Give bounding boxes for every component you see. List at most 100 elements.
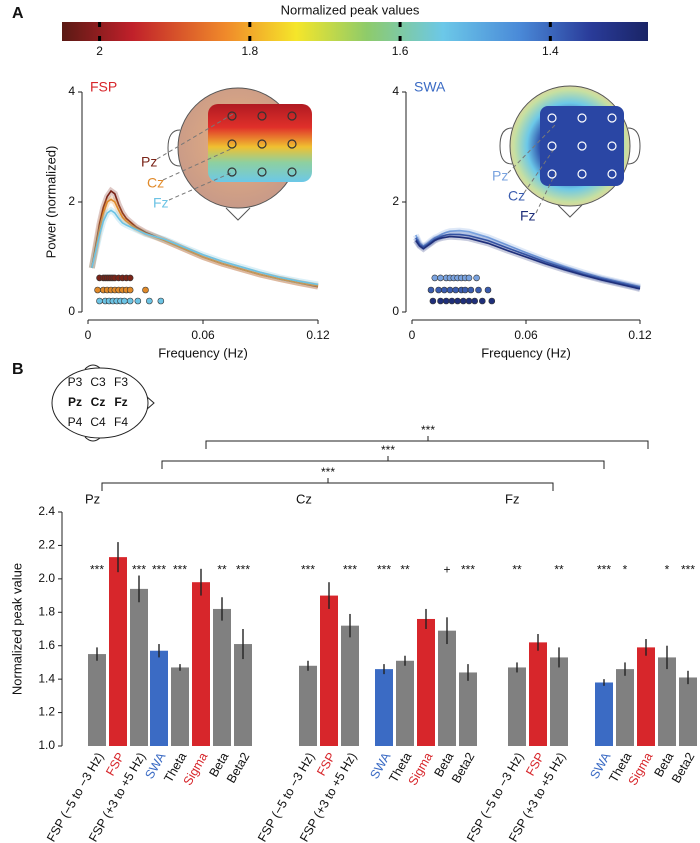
electrode	[607, 141, 617, 151]
x-axis-label: Frequency (Hz)	[158, 345, 248, 360]
peak-dot	[475, 286, 482, 294]
colorbar-tick-label: 1.4	[542, 44, 559, 58]
colorbar-tick-label: 2	[96, 44, 103, 58]
electrode	[287, 139, 297, 149]
bar	[550, 657, 568, 746]
peak-dot	[437, 297, 444, 305]
bar	[637, 647, 655, 746]
bar	[213, 608, 231, 746]
electrode	[577, 113, 587, 123]
peak-dot	[94, 286, 101, 294]
significance: **	[512, 563, 522, 577]
series-line	[415, 233, 641, 289]
electrode-label: F4	[114, 415, 128, 429]
series-band	[88, 186, 319, 290]
bar	[459, 672, 477, 746]
bar	[341, 625, 359, 746]
electrode	[607, 113, 617, 123]
bar	[171, 667, 189, 746]
x-tick-label: 0	[409, 328, 416, 342]
bracket-label: ***	[381, 443, 395, 457]
bar	[529, 642, 547, 746]
leader-line	[507, 123, 557, 174]
peak-dot	[142, 286, 149, 294]
x-tick-label: 0.12	[628, 328, 652, 342]
bar	[595, 682, 613, 746]
leader-line	[535, 171, 557, 214]
panel-letter: B	[12, 361, 24, 378]
leader-line	[162, 147, 234, 181]
peak-dot	[448, 297, 456, 305]
electrode	[257, 139, 267, 149]
peak-dot	[484, 286, 492, 294]
y-tick-label: 0	[392, 304, 399, 318]
group-label: Pz	[85, 491, 100, 506]
peak-dot	[454, 297, 461, 305]
bar	[417, 618, 435, 746]
electrode-label: Pz	[68, 395, 82, 409]
peak-dot	[126, 274, 134, 282]
electrode-head	[51, 364, 155, 442]
bracket	[101, 478, 554, 491]
topomap-swa	[499, 85, 641, 218]
electrode	[287, 167, 297, 177]
peak-dot	[440, 286, 448, 294]
bracket-label: ***	[321, 465, 335, 479]
bar	[658, 657, 676, 746]
bar	[150, 650, 168, 746]
series-label: Pz	[141, 154, 157, 170]
series-label: Cz	[147, 175, 164, 191]
bar	[109, 557, 127, 746]
bar	[320, 595, 338, 746]
bar	[88, 654, 106, 746]
bracket	[205, 436, 649, 449]
series-line	[91, 209, 319, 286]
y-tick-label: 2	[392, 194, 399, 208]
significance: +	[443, 563, 450, 577]
x-tick-label: 0.06	[191, 328, 215, 342]
series-label: Cz	[508, 188, 525, 204]
bar	[396, 660, 414, 746]
y-tick-label: 1.2	[38, 705, 55, 719]
series-band	[88, 195, 319, 290]
peak-dot	[461, 286, 469, 294]
peak-dot	[473, 274, 480, 282]
peak-dot	[126, 297, 134, 305]
x-tick-label: 0	[85, 328, 92, 342]
leader-line	[168, 171, 234, 201]
y-tick-label: 4	[68, 84, 75, 98]
peak-dot	[437, 274, 444, 282]
electrode	[547, 141, 557, 151]
y-tick-label: 0	[68, 304, 75, 318]
significance: ***	[301, 563, 315, 577]
leader-line	[523, 145, 557, 194]
peak-dot	[134, 297, 142, 305]
peak-dot	[126, 286, 134, 294]
peak-dot	[459, 297, 467, 305]
colorbar-tick-label: 1.8	[241, 44, 258, 58]
group-label: Fz	[505, 491, 519, 506]
bar	[299, 665, 317, 746]
peak-dot	[488, 297, 496, 305]
peak-dot	[442, 297, 450, 305]
bar	[192, 582, 210, 746]
bar	[679, 677, 697, 746]
significance: ***	[152, 563, 166, 577]
y-tick-label: 1.6	[38, 638, 55, 652]
colorbar-title: Normalized peak values	[281, 2, 420, 17]
y-axis-label: Power (normalized)	[43, 146, 58, 259]
bar	[438, 630, 456, 746]
panel-letter: A	[12, 5, 24, 22]
peak-dot	[157, 297, 165, 305]
peak-dot	[429, 297, 437, 305]
electrode-label: Cz	[91, 395, 106, 409]
panel-title: SWA	[414, 79, 446, 95]
electrode	[547, 113, 557, 123]
peak-dot	[452, 286, 460, 294]
electrode	[257, 111, 267, 121]
electrode-label: Fz	[114, 395, 127, 409]
y-tick-label: 2	[68, 194, 75, 208]
y-tick-label: 2.2	[38, 538, 55, 552]
electrode	[577, 169, 587, 179]
